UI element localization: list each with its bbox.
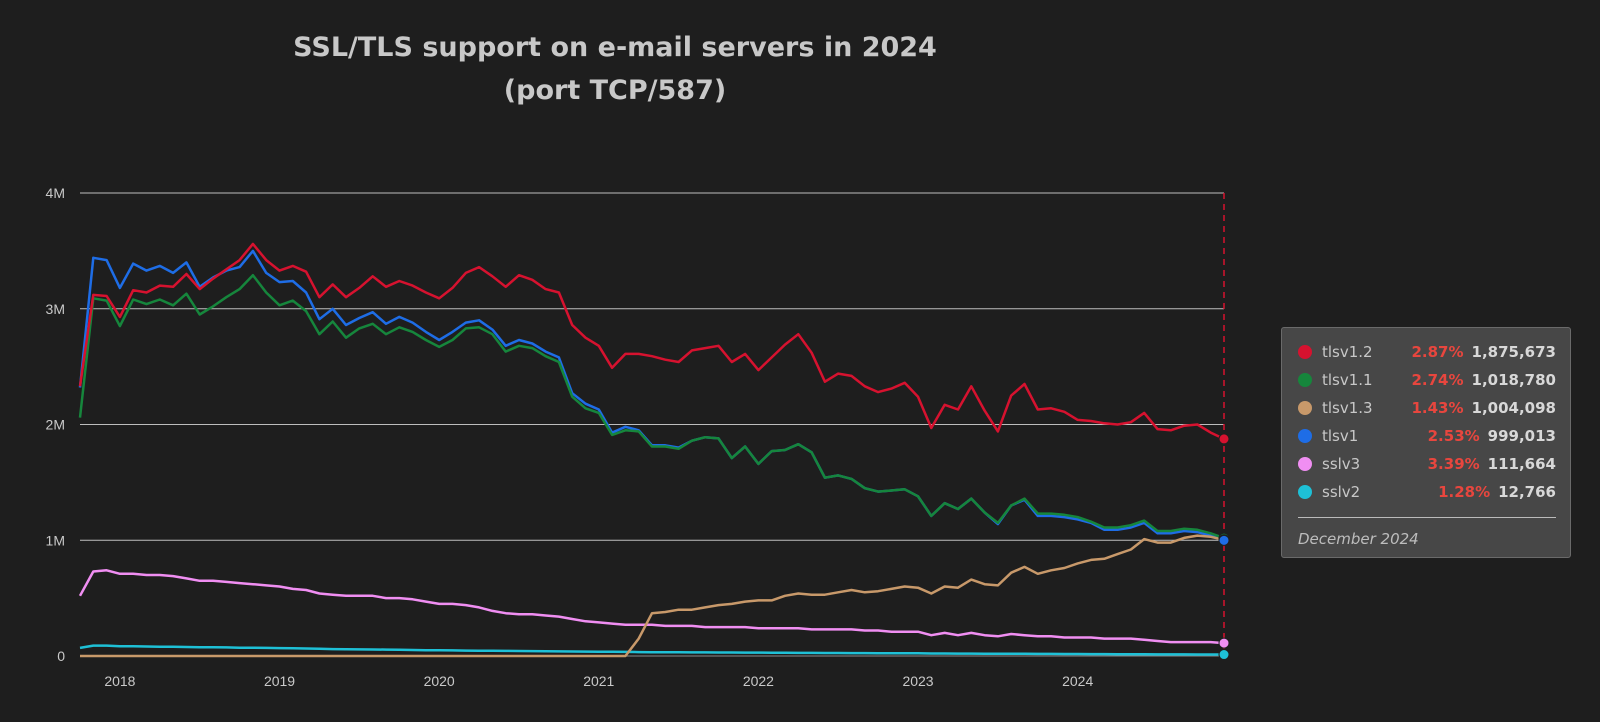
y-tick-label: 2M bbox=[46, 417, 65, 433]
tooltip-series-name: tlsv1.3 bbox=[1322, 399, 1373, 417]
tooltip-series-name: sslv2 bbox=[1322, 483, 1361, 501]
series-line-sslv3 bbox=[78, 569, 1225, 645]
tooltip-series-value: 999,013 bbox=[1487, 427, 1556, 445]
tooltip-series-name: tlsv1.2 bbox=[1322, 343, 1373, 361]
y-tick-label: 0 bbox=[57, 648, 65, 664]
y-tick-label: 4M bbox=[46, 185, 65, 201]
x-axis: 2018 2019 2020 2021 2022 2023 2024 bbox=[104, 673, 1093, 689]
series-line-tlsv1.2 bbox=[78, 242, 1225, 441]
series-lines bbox=[78, 242, 1225, 658]
tooltip-row-sslv2: sslv2 1.28% 12,766 bbox=[1296, 478, 1556, 506]
chart-subtitle: (port TCP/587) bbox=[503, 75, 727, 106]
series-line-sslv2 bbox=[79, 644, 1224, 656]
tooltip-series-value: 1,875,673 bbox=[1471, 343, 1556, 361]
series-color-dot bbox=[1298, 373, 1312, 387]
series-color-dot bbox=[1298, 401, 1312, 415]
series-color-dot bbox=[1298, 429, 1312, 443]
tooltip-row-tlsv1: tlsv1 2.53% 999,013 bbox=[1296, 422, 1556, 450]
tooltip-rows: tlsv1.2 2.87% 1,875,673 tlsv1.1 2.74% 1,018,7… bbox=[1296, 338, 1556, 506]
tooltip-series-name: tlsv1.1 bbox=[1322, 371, 1373, 389]
tooltip-date: December 2024 bbox=[1298, 530, 1419, 548]
series-color-dot bbox=[1298, 345, 1312, 359]
tooltip-series-pct: 2.53% bbox=[1427, 427, 1480, 445]
chart-title-line: SSL/TLS support on e-mail servers in 202… bbox=[293, 32, 937, 63]
marker-tlsv1 bbox=[1218, 534, 1230, 546]
x-tick-label: 2019 bbox=[264, 673, 295, 689]
series-line-tlsv1.1 bbox=[78, 273, 1225, 540]
chart-title: SSL/TLS support on e-mail servers in 202… bbox=[0, 26, 1230, 112]
x-tick-label: 2023 bbox=[902, 673, 933, 689]
tooltip-row-tlsv1.2: tlsv1.2 2.87% 1,875,673 bbox=[1296, 338, 1556, 366]
x-tick-label: 2022 bbox=[743, 673, 774, 689]
marker-sslv2 bbox=[1218, 649, 1230, 661]
tooltip-series-value: 1,018,780 bbox=[1471, 371, 1556, 389]
tooltip-series-pct: 2.87% bbox=[1411, 343, 1464, 361]
tooltip-series-pct: 2.74% bbox=[1411, 371, 1464, 389]
tooltip-series-value: 12,766 bbox=[1498, 483, 1556, 501]
tooltip-series-name: tlsv1 bbox=[1322, 427, 1359, 445]
y-tick-label: 1M bbox=[46, 532, 65, 548]
series-line-tlsv1 bbox=[78, 249, 1225, 542]
series-color-dot bbox=[1298, 485, 1312, 499]
marker-tlsv1.2 bbox=[1218, 433, 1230, 445]
y-axis: 0 1M 2M 3M 4M bbox=[46, 185, 66, 664]
tooltip-series-pct: 1.43% bbox=[1411, 399, 1464, 417]
series-color-dot bbox=[1298, 457, 1312, 471]
x-tick-label: 2018 bbox=[104, 673, 135, 689]
tooltip-series-value: 111,664 bbox=[1487, 455, 1556, 473]
tooltip-row-tlsv1.1: tlsv1.1 2.74% 1,018,780 bbox=[1296, 366, 1556, 394]
x-tick-label: 2024 bbox=[1062, 673, 1093, 689]
marker-sslv3 bbox=[1218, 637, 1230, 649]
hover-markers bbox=[1218, 433, 1230, 661]
series-line-tlsv1.3 bbox=[80, 534, 1225, 658]
tooltip-series-value: 1,004,098 bbox=[1471, 399, 1556, 417]
tooltip-row-sslv3: sslv3 3.39% 111,664 bbox=[1296, 450, 1556, 478]
x-tick-label: 2021 bbox=[583, 673, 614, 689]
tooltip-row-tlsv1.3: tlsv1.3 1.43% 1,004,098 bbox=[1296, 394, 1556, 422]
x-tick-label: 2020 bbox=[424, 673, 455, 689]
tooltip-series-pct: 3.39% bbox=[1427, 455, 1480, 473]
grid-lines bbox=[80, 192, 1224, 657]
y-tick-label: 3M bbox=[46, 301, 65, 317]
tooltip-series-pct: 1.28% bbox=[1438, 483, 1491, 501]
hover-tooltip: tlsv1.2 2.87% 1,875,673 tlsv1.1 2.74% 1,018,7… bbox=[1281, 327, 1571, 558]
tooltip-series-name: sslv3 bbox=[1322, 455, 1361, 473]
tooltip-divider bbox=[1298, 517, 1556, 518]
